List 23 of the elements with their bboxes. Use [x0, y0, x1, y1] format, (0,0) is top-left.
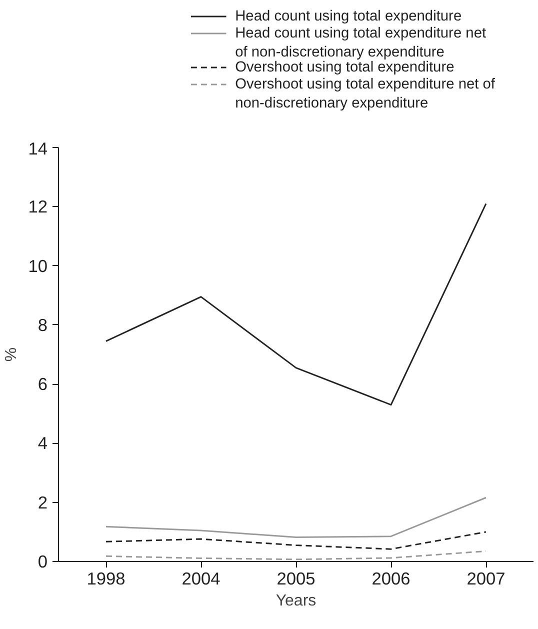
x-tick-label: 2006	[372, 568, 410, 588]
legend-label: Overshoot using total expenditure net of non-discretionary expenditure	[235, 76, 496, 112]
x-tick-label: 1998	[86, 568, 126, 588]
y-tick-label: 0	[38, 552, 48, 572]
legend-label: Head count using total expenditure net of non-discretionary expenditure	[235, 26, 486, 61]
legend-label: Overshoot using total expenditure	[235, 60, 454, 76]
line-series	[105, 531, 487, 550]
legend-label: Head count using total expenditure	[235, 8, 462, 24]
x-tick-label: 2007	[466, 568, 506, 588]
y-tick-label: 14	[28, 138, 48, 158]
y-tick-label: 6	[38, 374, 48, 394]
x-axis-title: Years	[276, 592, 316, 610]
line-series	[105, 550, 487, 560]
x-tick-label: 2005	[276, 568, 316, 588]
y-tick-label: 2	[38, 492, 48, 512]
line-series	[105, 496, 487, 538]
y-tick-label: 8	[38, 314, 48, 335]
y-axis-title: %	[3, 347, 20, 362]
y-tick-label: 4	[38, 433, 48, 454]
line-series	[105, 202, 487, 406]
y-tick-label: 10	[28, 256, 48, 276]
y-tick-label: 12	[28, 196, 48, 217]
x-tick-label: 2004	[182, 568, 221, 588]
